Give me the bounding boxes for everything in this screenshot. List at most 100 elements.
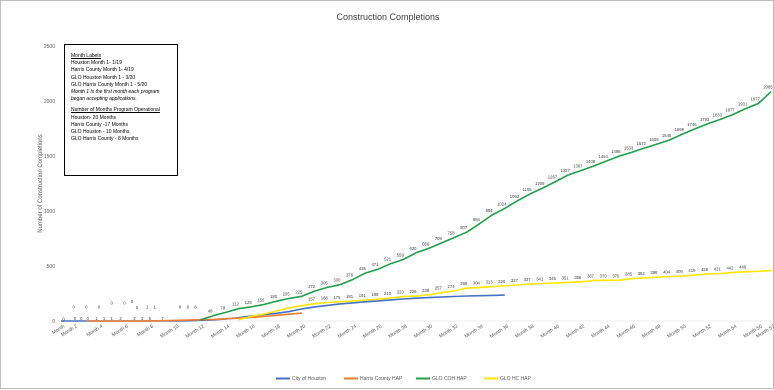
- data-label: 884: [473, 217, 481, 222]
- notes-italic: Month 1 is the first month each program …: [71, 89, 160, 103]
- data-label: 521: [384, 257, 392, 262]
- data-label: 0: [111, 301, 114, 306]
- y-tick-label: 1500: [44, 154, 55, 160]
- notes-line: GLO Harris County - 8 Months: [71, 136, 139, 143]
- x-tick-label: Month 46: [616, 323, 637, 339]
- data-label: 1746: [687, 122, 697, 127]
- data-label: 964: [486, 208, 494, 213]
- y-tick-label: 1000: [44, 209, 55, 215]
- data-label: 1093: [510, 194, 520, 199]
- data-label: 376: [346, 273, 354, 278]
- data-label: 709: [435, 236, 443, 241]
- data-label: 392: [638, 271, 646, 276]
- x-tick-label: Month 22: [311, 323, 332, 339]
- data-label: 1408: [586, 159, 596, 164]
- x-tick-label: Month 26: [362, 323, 383, 339]
- x-tick-label: Month 28: [388, 323, 409, 339]
- data-label: 0: [74, 316, 77, 321]
- notes-line: Houston Month 1- 1/19: [71, 60, 122, 67]
- data-label: 1367: [573, 164, 583, 169]
- data-label: 1024: [497, 201, 507, 206]
- data-label: 1: [146, 304, 149, 309]
- data-label: 1572: [637, 141, 647, 146]
- x-tick-label: Month 6: [111, 323, 130, 338]
- data-label: 305: [321, 280, 329, 285]
- x-tick-label: Month 54: [717, 323, 738, 339]
- data-label: 1977: [751, 97, 761, 102]
- notes-line: Harris County -17 Months: [71, 121, 128, 128]
- data-label: 1: [95, 316, 98, 321]
- data-label: 1327: [560, 168, 570, 173]
- x-tick-label: Month 30: [413, 323, 434, 339]
- data-label: 304: [473, 281, 481, 286]
- y-axis-title: Number of Construction Completions: [38, 134, 44, 232]
- data-label: 327: [511, 278, 519, 283]
- data-label: 157: [308, 297, 316, 302]
- data-label: 356: [574, 275, 582, 280]
- notes-line: GLO Houston - 10 Months: [71, 129, 130, 136]
- data-label: 448: [739, 265, 747, 270]
- chart-title: Construction Completions: [336, 12, 440, 22]
- data-label: 168: [321, 296, 329, 301]
- data-label: 0: [131, 299, 134, 304]
- data-label: 370: [600, 273, 608, 278]
- data-label: 409: [676, 269, 684, 274]
- x-tick-label: Month 50: [666, 323, 687, 339]
- data-label: 330: [333, 278, 341, 283]
- data-label: 225: [295, 289, 303, 294]
- notes-line: Houston- 20 Months: [71, 114, 117, 121]
- data-label: 181: [346, 294, 354, 299]
- data-label: 370: [612, 273, 620, 278]
- data-label: 1498: [611, 149, 621, 154]
- data-label: 175: [333, 295, 341, 300]
- data-label: 404: [663, 270, 671, 275]
- x-tick-label: Month 48: [641, 323, 662, 339]
- y-tick-label: 2500: [44, 44, 55, 50]
- data-label: 2: [119, 316, 122, 321]
- data-label: 385: [625, 272, 633, 277]
- data-label: 1793: [700, 117, 710, 122]
- data-label: 272: [308, 284, 316, 289]
- legend-label: Harris County HAP: [360, 376, 403, 382]
- x-tick-label: Month 8: [136, 323, 155, 338]
- data-label: 0: [123, 301, 126, 306]
- data-label: 8: [179, 304, 182, 309]
- data-label: 807: [460, 225, 468, 230]
- data-label: 0: [98, 304, 101, 309]
- data-label: 0: [62, 316, 65, 321]
- data-label: 78: [220, 305, 225, 310]
- data-label: 1608: [649, 137, 659, 142]
- data-label: 210: [384, 291, 392, 296]
- data-label: 128: [245, 300, 253, 305]
- data-label: 198: [371, 292, 379, 297]
- data-label: 1645: [662, 133, 672, 138]
- x-tick-label: Month 44: [590, 323, 611, 339]
- data-label: 257: [435, 286, 443, 291]
- data-label: 320: [498, 279, 506, 284]
- data-label: 1155: [523, 187, 533, 192]
- data-label: 1877: [725, 108, 735, 113]
- data-label: 0: [136, 305, 139, 310]
- notes-line: GLO Harris County Month 1 - 5/20: [71, 81, 148, 88]
- data-label: 428: [701, 267, 709, 272]
- data-label: 351: [562, 275, 570, 280]
- x-tick-label: Month 32: [438, 323, 459, 339]
- y-tick-label: 500: [47, 264, 56, 270]
- data-label: 660: [422, 241, 430, 246]
- y-tick-label: 2000: [44, 99, 55, 105]
- data-label: 0: [73, 304, 76, 309]
- data-label: 191: [359, 293, 367, 298]
- data-label: 1533: [624, 145, 634, 150]
- data-label: 8: [187, 304, 190, 309]
- data-label: 419: [688, 268, 696, 273]
- data-label: 1267: [548, 175, 558, 180]
- operational-header: Number of Months Program Operational: [71, 107, 160, 114]
- data-label: 1454: [599, 154, 609, 159]
- data-label: 341: [536, 276, 544, 281]
- x-tick-label: Month 40: [540, 323, 561, 339]
- legend-label: City of Houston: [292, 376, 326, 382]
- x-tick-label: Month 20: [286, 323, 307, 339]
- data-label: 3: [141, 316, 144, 321]
- series-line-glo-coh-hap: [200, 91, 772, 321]
